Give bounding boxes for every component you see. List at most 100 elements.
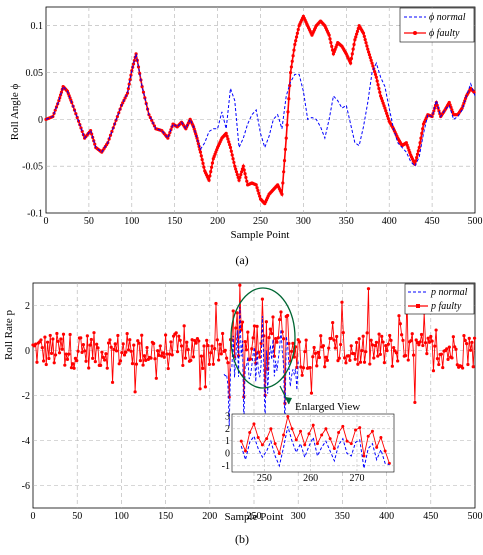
marker-faulty <box>285 313 290 318</box>
marker-faulty <box>231 309 235 313</box>
marker-faulty <box>243 340 247 344</box>
marker-faulty <box>291 54 295 58</box>
marker-faulty <box>141 90 146 94</box>
marker-faulty <box>275 340 279 344</box>
marker-faulty <box>385 114 390 118</box>
marker-faulty <box>214 301 218 306</box>
marker-faulty <box>291 341 295 345</box>
marker-faulty <box>328 37 332 41</box>
marker-faulty <box>210 161 215 165</box>
marker-faulty <box>101 355 105 359</box>
marker-faulty <box>240 170 244 174</box>
marker-faulty <box>349 344 353 348</box>
marker-faulty <box>190 338 194 342</box>
marker-faulty <box>246 330 250 334</box>
marker-faulty <box>299 365 303 369</box>
marker-faulty <box>226 137 230 141</box>
marker-faulty <box>339 342 343 347</box>
marker-faulty <box>451 110 455 114</box>
marker-faulty <box>221 331 225 336</box>
marker-faulty <box>327 33 331 37</box>
marker-faulty <box>285 123 289 127</box>
inset-marker-faulty <box>282 433 286 437</box>
inset-series <box>239 414 391 469</box>
marker-faulty <box>268 327 272 331</box>
marker-faulty <box>72 366 76 370</box>
marker-faulty <box>384 109 388 113</box>
marker-faulty <box>81 343 85 347</box>
marker-faulty <box>251 336 255 340</box>
marker-faulty <box>197 339 201 343</box>
xtick-label: 350 <box>339 216 354 227</box>
marker-faulty <box>337 356 341 360</box>
marker-faulty <box>282 170 286 174</box>
inset-marker-faulty <box>345 439 349 443</box>
marker-faulty <box>418 340 422 344</box>
marker-faulty <box>300 373 304 377</box>
marker-faulty <box>116 333 120 338</box>
ytick-label: -0.05 <box>22 162 43 173</box>
marker-faulty <box>411 353 416 357</box>
inset-marker-faulty <box>328 437 332 441</box>
marker-faulty <box>378 90 382 94</box>
marker-faulty <box>201 161 205 165</box>
marker-faulty <box>89 129 93 133</box>
inset-marker-faulty <box>286 414 290 418</box>
marker-faulty <box>463 338 467 343</box>
marker-faulty <box>53 353 58 357</box>
marker-faulty <box>455 363 459 367</box>
marker-faulty <box>439 352 444 356</box>
marker-faulty <box>332 338 336 342</box>
marker-faulty <box>346 354 351 358</box>
marker-faulty <box>126 87 130 91</box>
marker-faulty <box>153 357 157 361</box>
marker-faulty <box>59 90 64 94</box>
marker-faulty <box>199 154 203 158</box>
marker-faulty <box>219 352 223 356</box>
inset-xtick-label: 270 <box>349 473 364 484</box>
marker-faulty <box>427 340 432 344</box>
series-line-faulty <box>32 285 476 404</box>
marker-faulty <box>352 42 356 47</box>
marker-faulty <box>238 283 242 287</box>
marker-faulty <box>323 365 327 369</box>
marker-faulty <box>235 311 239 315</box>
marker-faulty <box>290 59 294 63</box>
series-a <box>44 14 476 206</box>
marker-faulty <box>133 390 137 394</box>
inset-marker-faulty <box>366 434 370 438</box>
marker-faulty <box>34 342 38 346</box>
ticks-b: 0 50 100 150 200 250 300 350 400 450 500 -6 -4 -2 0 2 <box>22 301 483 522</box>
marker-faulty <box>446 357 450 361</box>
inset-marker-faulty <box>337 431 341 435</box>
marker-faulty <box>213 347 217 351</box>
marker-faulty <box>55 331 59 336</box>
marker-faulty <box>369 58 373 62</box>
marker-faulty <box>437 362 441 367</box>
xtick-label: 100 <box>124 216 139 227</box>
xtick-label: 150 <box>167 216 182 227</box>
marker-faulty <box>65 357 70 361</box>
marker-faulty <box>420 131 424 136</box>
marker-faulty <box>233 164 237 168</box>
marker-faulty <box>344 361 348 365</box>
marker-faulty <box>406 146 410 150</box>
marker-faulty <box>311 355 315 359</box>
marker-faulty <box>397 314 401 318</box>
marker-faulty <box>352 352 356 356</box>
inset-marker-faulty <box>269 427 273 431</box>
marker-faulty <box>362 34 366 39</box>
marker-faulty <box>210 344 214 348</box>
marker-faulty <box>407 148 411 152</box>
marker-faulty <box>165 352 169 356</box>
marker-faulty <box>244 175 248 180</box>
legend-label-normal-b: p normal <box>430 287 468 298</box>
marker-faulty <box>368 362 372 366</box>
roll-angle-chart: 0 50 100 150 200 250 300 350 400 450 500 -0.1 -0.05 0… <box>9 6 483 267</box>
inset-xtick-label: 250 <box>257 473 272 484</box>
marker-faulty <box>405 143 409 147</box>
marker-faulty <box>401 338 405 342</box>
marker-faulty <box>225 134 229 138</box>
marker-faulty <box>426 336 430 340</box>
marker-faulty <box>283 147 287 151</box>
